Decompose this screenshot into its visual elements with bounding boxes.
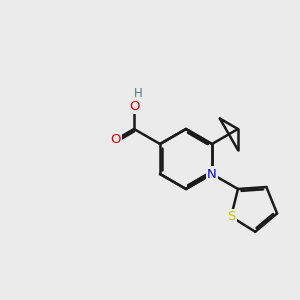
Text: O: O (111, 133, 121, 146)
Text: N: N (207, 167, 217, 181)
Text: S: S (227, 210, 235, 223)
Text: H: H (134, 87, 143, 100)
Text: O: O (129, 100, 139, 113)
